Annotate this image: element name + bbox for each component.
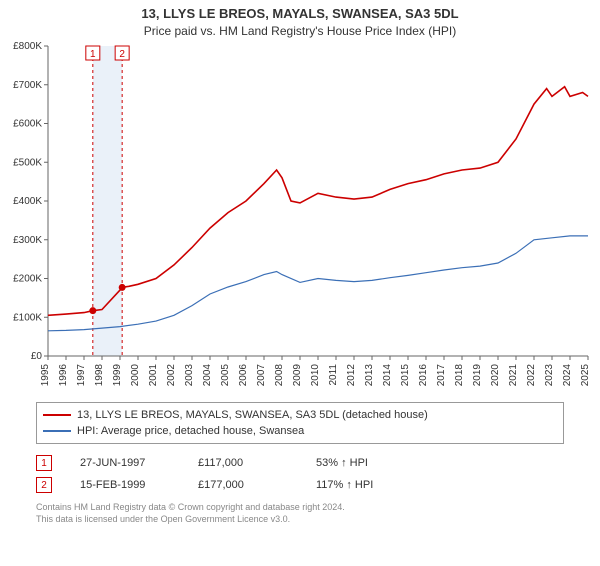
x-tick-label: 2014 [382, 364, 393, 387]
legend-row: 13, LLYS LE BREOS, MAYALS, SWANSEA, SA3 … [43, 407, 557, 423]
x-tick-label: 1995 [40, 364, 51, 387]
x-tick-label: 2003 [184, 364, 195, 387]
y-tick-label: £800K [13, 41, 42, 52]
event-marker-number: 1 [90, 49, 96, 60]
x-tick-label: 2025 [580, 364, 591, 387]
legend-swatch [43, 414, 71, 416]
x-tick-label: 1999 [112, 364, 123, 387]
x-tick-label: 2012 [346, 364, 357, 387]
x-tick-label: 2020 [490, 364, 501, 387]
x-tick-label: 2021 [508, 364, 519, 387]
y-tick-label: £300K [13, 235, 42, 246]
event-date: 15-FEB-1999 [80, 479, 170, 491]
footer-line-1: Contains HM Land Registry data © Crown c… [36, 502, 564, 514]
x-tick-label: 2013 [364, 364, 375, 387]
x-tick-label: 2001 [148, 364, 159, 387]
price-chart: £0 £100K £200K £300K £400K £500K £600K £700K £80… [0, 38, 600, 398]
footer-line-2: This data is licensed under the Open Gov… [36, 514, 564, 526]
x-tick-label: 1998 [94, 364, 105, 387]
x-tick-label: 2011 [328, 364, 339, 386]
event-row: 1 27-JUN-1997 £117,000 53% ↑ HPI [36, 452, 564, 474]
legend-label: HPI: Average price, detached house, Swan… [77, 425, 304, 437]
x-tick-label: 2005 [220, 364, 231, 387]
event-delta: 117% ↑ HPI [316, 479, 406, 491]
x-tick-label: 2015 [400, 364, 411, 387]
x-tick-label: 2008 [274, 364, 285, 387]
y-tick-label: £0 [31, 351, 43, 362]
x-tick-label: 2007 [256, 364, 267, 387]
event-delta: 53% ↑ HPI [316, 457, 406, 469]
chart-subtitle: Price paid vs. HM Land Registry's House … [0, 24, 600, 38]
x-tick-label: 2010 [310, 364, 321, 387]
legend: 13, LLYS LE BREOS, MAYALS, SWANSEA, SA3 … [36, 402, 564, 444]
legend-swatch [43, 430, 71, 432]
series-address [48, 87, 588, 316]
legend-row: HPI: Average price, detached house, Swan… [43, 423, 557, 439]
x-tick-label: 2002 [166, 364, 177, 387]
event-row: 2 15-FEB-1999 £177,000 117% ↑ HPI [36, 474, 564, 496]
y-tick-label: £100K [13, 312, 42, 323]
x-tick-label: 2018 [454, 364, 465, 387]
sale-dot [89, 307, 96, 314]
chart-title: 13, LLYS LE BREOS, MAYALS, SWANSEA, SA3 … [0, 6, 600, 21]
x-tick-label: 1997 [76, 364, 87, 387]
event-marker-badge: 1 [36, 455, 52, 471]
event-marker-badge: 2 [36, 477, 52, 493]
event-date: 27-JUN-1997 [80, 457, 170, 469]
y-tick-label: £700K [13, 80, 42, 91]
x-tick-label: 2004 [202, 364, 213, 387]
series-hpi [48, 236, 588, 331]
x-tick-label: 2000 [130, 364, 141, 387]
x-tick-label: 2022 [526, 364, 537, 387]
x-tick-label: 2024 [562, 364, 573, 387]
event-marker-number: 2 [119, 49, 125, 60]
x-tick-label: 2009 [292, 364, 303, 387]
y-tick-label: £400K [13, 196, 42, 207]
x-tick-label: 2019 [472, 364, 483, 387]
x-tick-label: 2006 [238, 364, 249, 387]
chart-title-block: 13, LLYS LE BREOS, MAYALS, SWANSEA, SA3 … [0, 6, 600, 38]
event-price: £177,000 [198, 479, 288, 491]
y-tick-label: £500K [13, 157, 42, 168]
y-tick-label: £200K [13, 274, 42, 285]
legend-label: 13, LLYS LE BREOS, MAYALS, SWANSEA, SA3 … [77, 409, 428, 421]
x-tick-label: 1996 [58, 364, 69, 387]
event-price: £117,000 [198, 457, 288, 469]
attribution-footer: Contains HM Land Registry data © Crown c… [36, 502, 564, 525]
x-tick-label: 2016 [418, 364, 429, 387]
y-tick-label: £600K [13, 119, 42, 130]
sale-events-table: 1 27-JUN-1997 £117,000 53% ↑ HPI 2 15-FEB-199… [36, 452, 564, 496]
x-tick-label: 2023 [544, 364, 555, 387]
sale-dot [119, 284, 126, 291]
x-tick-label: 2017 [436, 364, 447, 387]
